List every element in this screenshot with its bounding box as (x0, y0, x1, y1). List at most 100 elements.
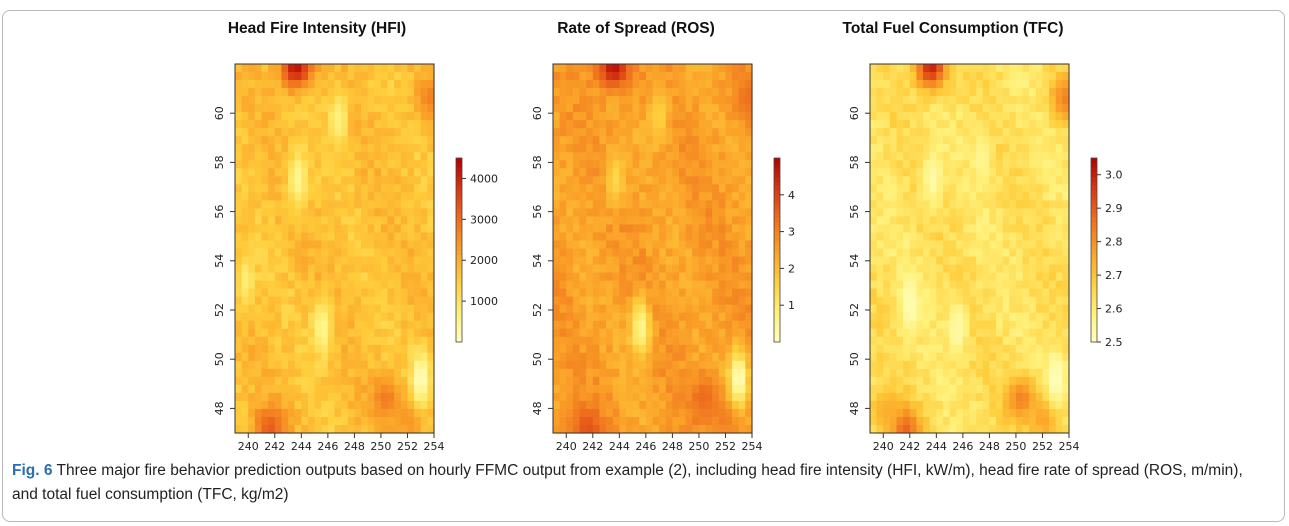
heatmap-cell (665, 320, 673, 330)
heatmap-cell (982, 152, 990, 161)
heatmap-cell (374, 104, 382, 113)
heatmap-cell (380, 312, 389, 322)
heatmap-cell (374, 264, 382, 274)
heatmap-cell (923, 312, 931, 322)
chart-panel-ros: Rate of Spread (ROS) 240 242 244 246 248 250 2… (0, 0, 795, 453)
heatmap-cell (1009, 208, 1017, 218)
heatmap-cell (732, 376, 740, 386)
heatmap-cell (294, 384, 302, 394)
heatmap-cell (1062, 312, 1070, 322)
heatmap-cell (942, 360, 951, 370)
heatmap-cell (572, 184, 581, 193)
heatmap-cell (685, 416, 693, 426)
heatmap-cell (307, 248, 316, 258)
heatmap-cell (334, 64, 342, 73)
heatmap-cell (1015, 424, 1024, 434)
heatmap-cell (949, 200, 957, 209)
colorbar-segment (774, 263, 780, 269)
heatmap-cell (1062, 200, 1070, 209)
heatmap-cell (599, 200, 607, 209)
heatmap-cell (665, 80, 673, 89)
heatmap-cell (956, 328, 964, 338)
heatmap-cell (387, 216, 395, 226)
heatmap-cell (374, 280, 382, 290)
heatmap-cell (1035, 224, 1044, 234)
heatmap-cell (248, 400, 256, 410)
heatmap-cell (725, 328, 733, 338)
heatmap-cell (261, 240, 269, 250)
heatmap-cell (235, 184, 243, 193)
heatmap-cell (599, 408, 607, 418)
heatmap-cell (367, 272, 375, 282)
heatmap-cell (241, 424, 249, 434)
heatmap-cell (235, 224, 243, 234)
heatmap-cell (949, 240, 957, 250)
heatmap-cell (665, 360, 673, 370)
heatmap-cell (996, 280, 1004, 290)
heatmap-cell (712, 176, 720, 185)
heatmap-cell (1022, 288, 1030, 298)
colorbar-segment (774, 213, 780, 219)
heatmap-cell (679, 320, 687, 330)
heatmap-cell (354, 256, 362, 266)
heatmap-cell (321, 352, 329, 362)
heatmap-cell (407, 232, 415, 242)
heatmap-cell (645, 112, 654, 121)
heatmap-cell (870, 376, 878, 386)
heatmap-cell (559, 144, 567, 153)
heatmap-cell (1042, 280, 1050, 290)
heatmap-cell (989, 336, 997, 346)
heatmap-cell (341, 120, 349, 129)
heatmap-cell (982, 208, 990, 218)
heatmap-cell (976, 192, 984, 201)
heatmap-cell (572, 160, 581, 169)
heatmap-cell (400, 408, 409, 418)
heatmap-cell (745, 360, 753, 370)
heatmap-cell (387, 264, 395, 274)
heatmap-cell (347, 240, 355, 250)
heatmap-cell (420, 216, 428, 226)
heatmap-cell (1002, 160, 1010, 169)
heatmap-cell (572, 248, 581, 258)
heatmap-cell (592, 144, 601, 153)
heatmap-cell (1035, 80, 1044, 89)
heatmap-cell (1049, 240, 1057, 250)
heatmap-cell (1009, 288, 1017, 298)
heatmap-cell (268, 288, 276, 298)
heatmap-cell (903, 360, 911, 370)
colorbar-segment (774, 286, 780, 292)
heatmap-cell (1002, 280, 1010, 290)
heatmap-cell (612, 168, 620, 177)
heatmap-cell (592, 208, 601, 218)
heatmap-cell (896, 296, 904, 306)
heatmap-cell (976, 168, 984, 177)
heatmap-cell (354, 320, 362, 330)
heatmap-cell (1022, 96, 1030, 105)
heatmap-cell (685, 376, 693, 386)
heatmap-cell (387, 336, 395, 346)
heatmap-cell (936, 184, 944, 193)
heatmap-cell (876, 320, 884, 330)
heatmap-cell (248, 160, 256, 169)
heatmap-cell (1062, 104, 1070, 113)
heatmap-cell (321, 272, 329, 282)
heatmap-cell (619, 376, 627, 386)
heatmap-cell (301, 184, 309, 193)
heatmap-cell (407, 304, 415, 314)
heatmap-cell (407, 64, 415, 73)
heatmap-cell (870, 168, 878, 177)
heatmap-cell (982, 352, 990, 362)
heatmap-cell (949, 264, 957, 274)
heatmap-cell (639, 352, 647, 362)
heatmap-cell (996, 336, 1004, 346)
heatmap-cell (341, 264, 349, 274)
heatmap-cell (559, 136, 567, 145)
heatmap-cell (407, 336, 415, 346)
heatmap-cell (665, 208, 673, 218)
heatmap-cell (903, 96, 911, 105)
heatmap-cell (341, 144, 349, 153)
heatmap-cell (692, 304, 700, 314)
heatmap-cell (956, 224, 964, 234)
heatmap-cell (652, 304, 660, 314)
heatmap-cell (982, 96, 990, 105)
